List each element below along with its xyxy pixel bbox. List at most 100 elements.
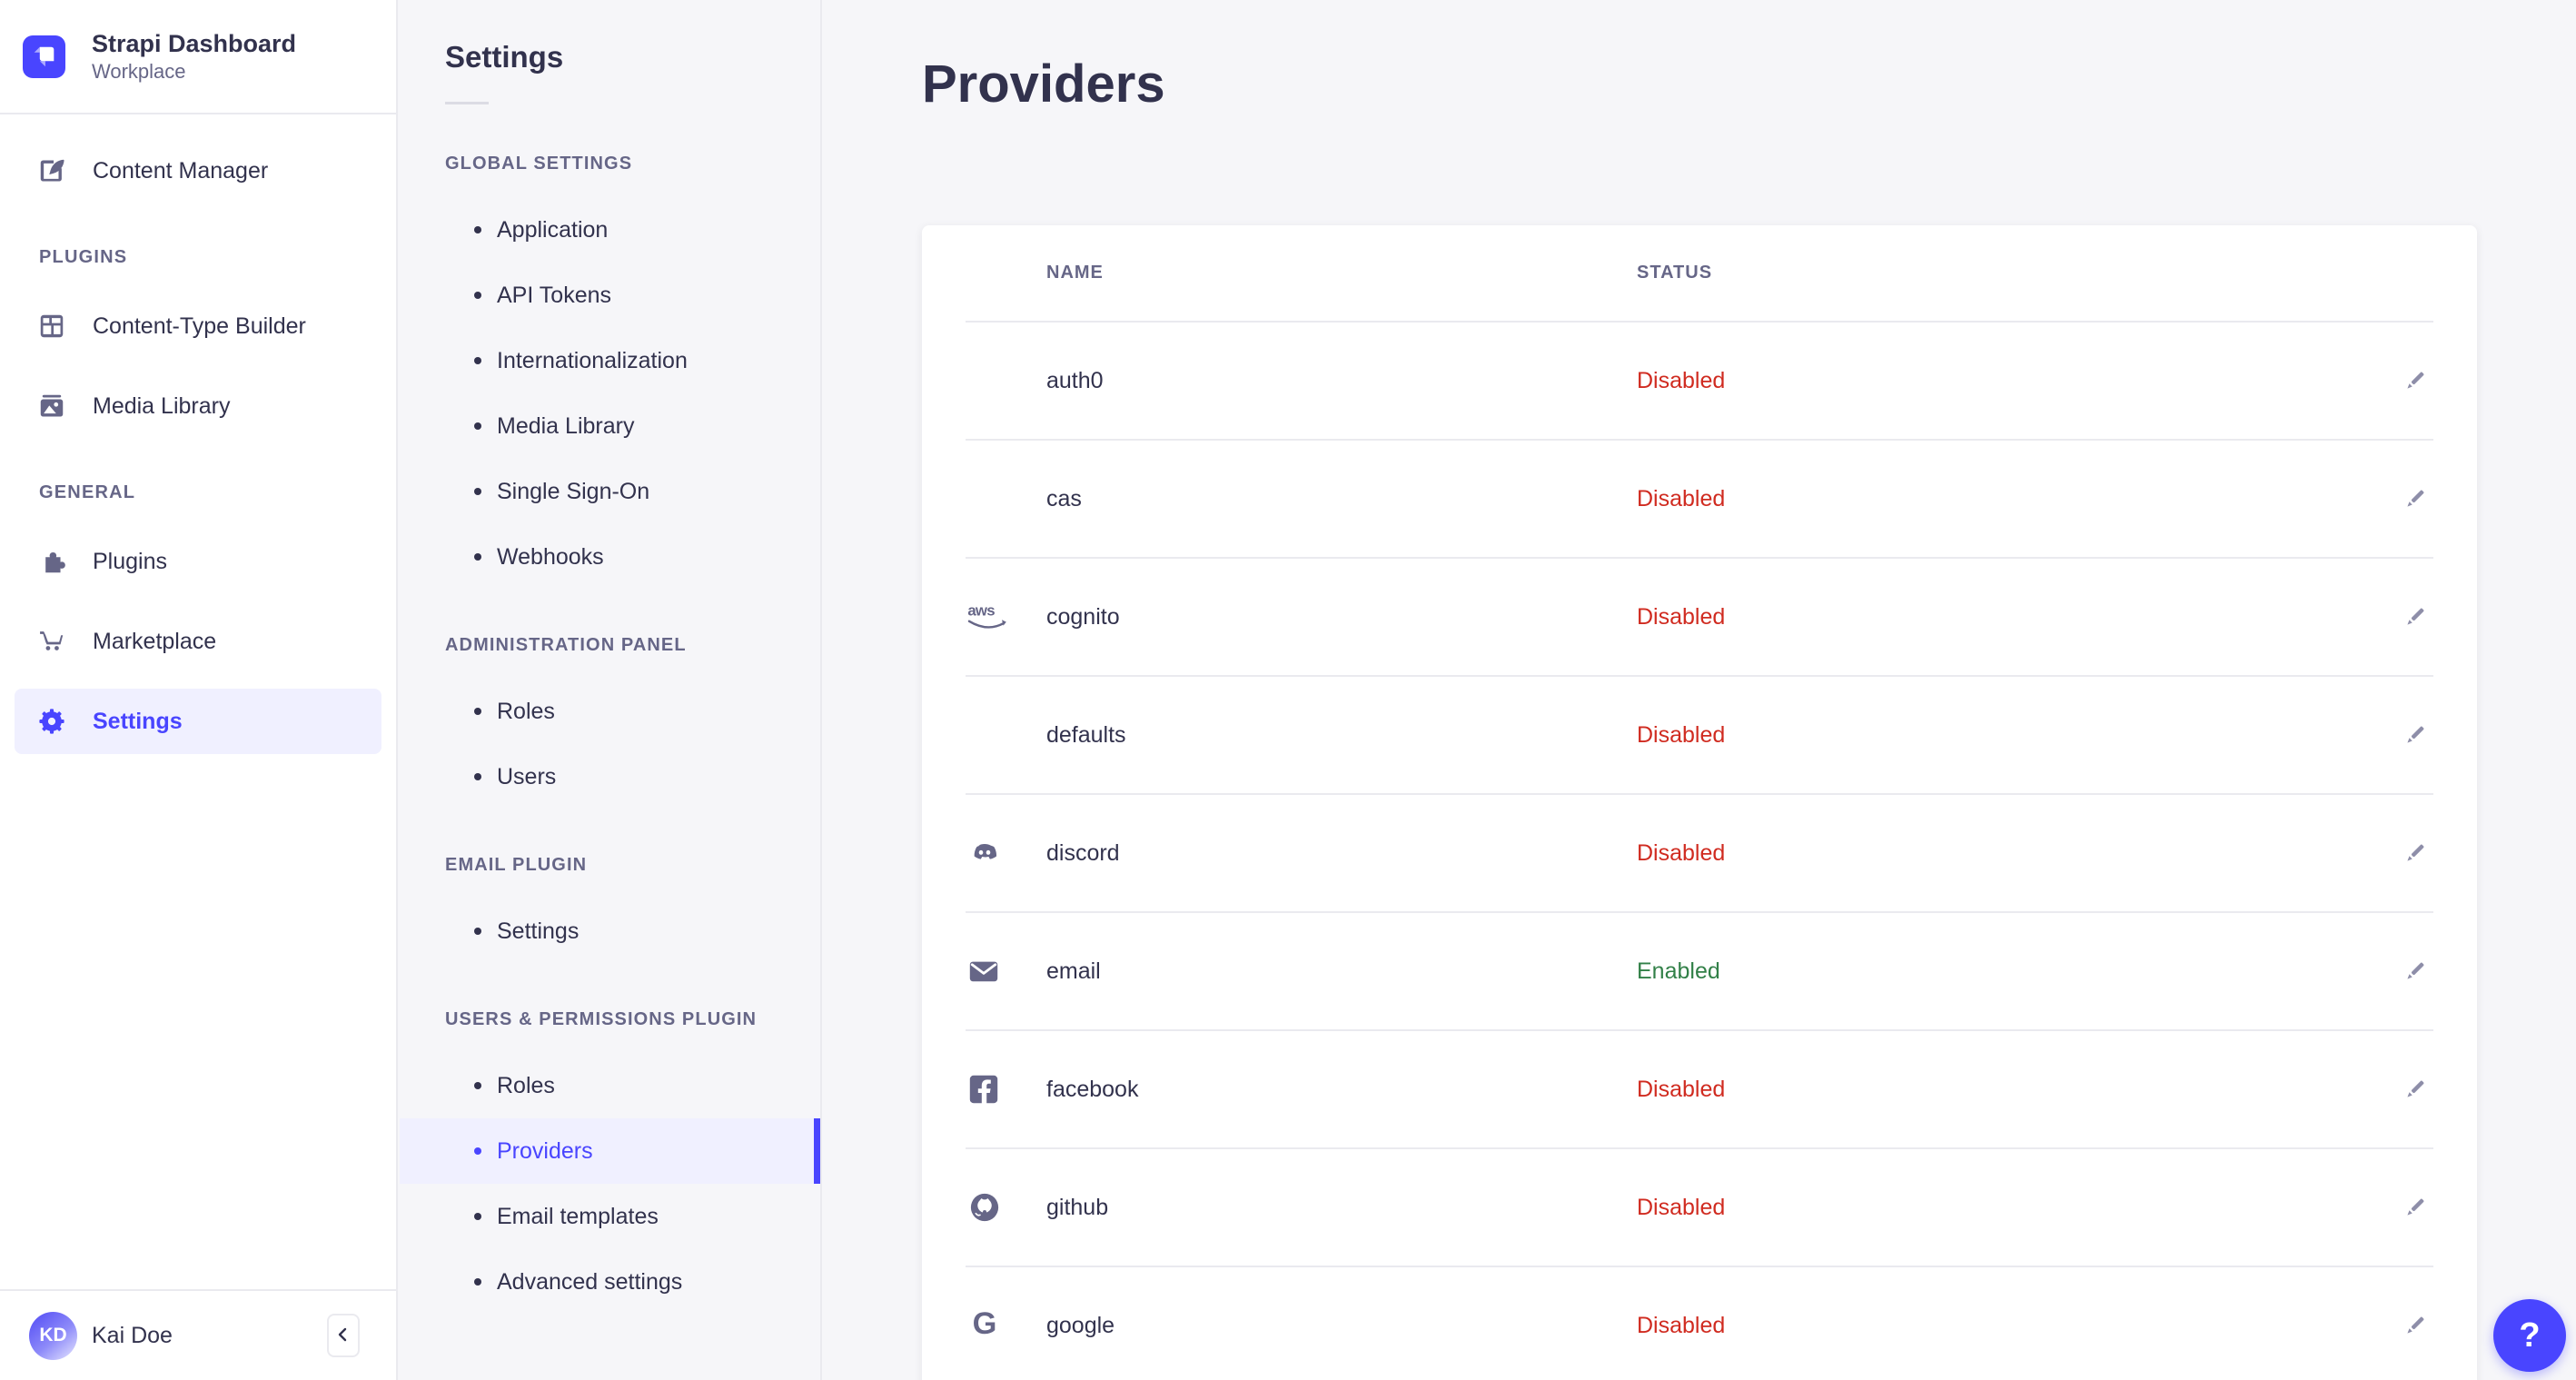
edit-provider-button[interactable] (2397, 1071, 2433, 1107)
svg-text:G: G (973, 1306, 997, 1341)
pencil-icon (2407, 962, 2424, 979)
sidebar-item-label: Content-Type Builder (93, 313, 306, 339)
bullet-icon (474, 553, 481, 561)
strapi-logo-icon (23, 35, 65, 78)
collapse-sidebar-button[interactable] (327, 1314, 360, 1357)
sidebar-item-label: Marketplace (93, 628, 217, 654)
subnav-item-single-sign-on[interactable]: Single Sign-On (400, 459, 820, 524)
status-badge: Disabled (1637, 1194, 1726, 1220)
provider-name: defaults (1046, 721, 1126, 748)
edit-provider-button[interactable] (2397, 953, 2433, 989)
sidebar-item-media-library[interactable]: Media Library (15, 373, 381, 439)
subnav-item-application[interactable]: Application (400, 197, 820, 263)
bullet-icon (474, 1213, 481, 1220)
bullet-icon (474, 357, 481, 364)
subnav-section-email-plugin: EMAIL PLUGIN (445, 855, 588, 875)
subnav-section-administration-panel: ADMINISTRATION PANEL (445, 635, 687, 655)
subnav-item-internationalization[interactable]: Internationalization (400, 328, 820, 393)
sidebar-item-content-type-builder[interactable]: Content-Type Builder (15, 293, 381, 359)
main-content: Providers NAME STATUS auth0 Disabled cas… (824, 0, 2576, 1380)
edit-provider-button[interactable] (2397, 362, 2433, 399)
table-header-row: NAME STATUS (966, 225, 2433, 323)
github-icon (970, 1193, 999, 1222)
table-row: cas Disabled (966, 441, 2433, 559)
subnav-section-global-settings: GLOBAL SETTINGS (445, 154, 633, 174)
envelope-icon (969, 961, 998, 982)
edit-provider-button[interactable] (2397, 481, 2433, 517)
table-row: aws cognito Disabled (966, 559, 2433, 677)
table-row: github Disabled (966, 1149, 2433, 1267)
shopping-cart-icon (36, 626, 67, 657)
edit-provider-button[interactable] (2397, 1189, 2433, 1226)
sidebar-item-content-manager[interactable]: Content Manager (15, 138, 381, 204)
edit-provider-button[interactable] (2397, 1307, 2433, 1344)
help-button[interactable]: ? (2493, 1299, 2566, 1372)
bullet-icon (474, 226, 481, 233)
status-badge: Disabled (1637, 485, 1726, 511)
sidebar-section-plugins: PLUGINS (39, 247, 128, 267)
provider-name: email (1046, 958, 1101, 984)
aws-icon: aws (967, 601, 1006, 629)
subnav-item-email-settings[interactable]: Settings (400, 898, 820, 964)
sidebar-item-marketplace[interactable]: Marketplace (15, 609, 381, 674)
pencil-icon (2407, 608, 2424, 625)
subnav-item-advanced-settings[interactable]: Advanced settings (400, 1249, 820, 1315)
subnav-item-email-templates[interactable]: Email templates (400, 1184, 820, 1249)
provider-name: cognito (1046, 603, 1120, 630)
chevron-left-icon (334, 1325, 352, 1346)
status-badge: Disabled (1637, 1076, 1726, 1102)
sidebar-footer: KD Kai Doe (0, 1289, 396, 1380)
subnav-item-up-roles[interactable]: Roles (400, 1053, 820, 1118)
settings-subnav: Settings GLOBAL SETTINGS Application API… (400, 0, 822, 1380)
svg-text:aws: aws (967, 601, 995, 619)
edit-provider-button[interactable] (2397, 599, 2433, 635)
status-badge: Disabled (1637, 1312, 1726, 1338)
status-badge: Disabled (1637, 367, 1726, 393)
media-library-icon (36, 391, 67, 422)
sidebar-item-plugins[interactable]: Plugins (15, 529, 381, 594)
facebook-icon (969, 1075, 998, 1104)
discord-icon (974, 844, 997, 859)
subnav-divider (445, 102, 489, 104)
table-row: discord Disabled (966, 795, 2433, 913)
bullet-icon (474, 422, 481, 430)
subnav-item-admin-users[interactable]: Users (400, 744, 820, 809)
subnav-item-admin-roles[interactable]: Roles (400, 679, 820, 744)
provider-name: discord (1046, 839, 1120, 866)
edit-provider-button[interactable] (2397, 717, 2433, 753)
sidebar-item-label: Media Library (93, 392, 231, 419)
table-row: auth0 Disabled (966, 323, 2433, 441)
bullet-icon (474, 1278, 481, 1286)
subnav-item-api-tokens[interactable]: API Tokens (400, 263, 820, 328)
column-header-status: STATUS (1637, 263, 1713, 283)
page-title: Providers (922, 55, 1165, 114)
sidebar-item-label: Plugins (93, 548, 167, 574)
pencil-icon (2407, 1316, 2424, 1334)
content-type-builder-icon (36, 311, 67, 342)
pencil-icon (2407, 844, 2424, 861)
table-row: defaults Disabled (966, 677, 2433, 795)
subnav-title: Settings (445, 40, 564, 74)
user-avatar[interactable]: KD (29, 1311, 77, 1360)
pencil-icon (2407, 490, 2424, 507)
workspace-brand[interactable]: Strapi Dashboard Workplace (0, 0, 396, 114)
edit-provider-button[interactable] (2397, 835, 2433, 871)
pencil-icon (2407, 1080, 2424, 1097)
pencil-icon (2407, 726, 2424, 743)
subnav-item-webhooks[interactable]: Webhooks (400, 524, 820, 590)
puzzle-icon (36, 546, 67, 577)
sidebar-item-settings[interactable]: Settings (15, 689, 381, 754)
provider-name: auth0 (1046, 367, 1104, 393)
sidebar-nav: Content Manager PLUGINS Content-Type Bui… (0, 114, 396, 754)
bullet-icon (474, 773, 481, 780)
subnav-section-users-permissions-plugin: USERS & PERMISSIONS PLUGIN (445, 1009, 758, 1029)
google-icon: G (973, 1306, 997, 1341)
bullet-icon (474, 292, 481, 299)
subnav-item-media-library[interactable]: Media Library (400, 393, 820, 459)
workspace-name: Workplace (92, 60, 186, 83)
bullet-icon (474, 1082, 481, 1089)
content-manager-icon (36, 155, 67, 186)
pencil-icon (2407, 1198, 2424, 1216)
subnav-item-providers[interactable]: Providers (400, 1118, 820, 1184)
status-badge: Enabled (1637, 958, 1720, 984)
